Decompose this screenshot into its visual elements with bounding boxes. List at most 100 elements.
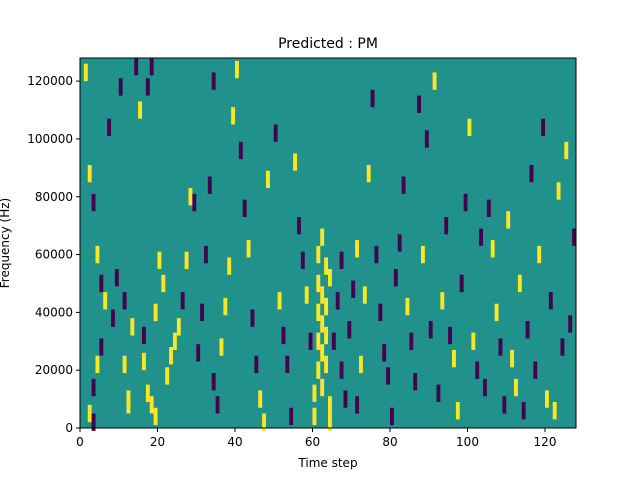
heatmap-cell bbox=[266, 171, 270, 188]
heatmap-cell bbox=[316, 275, 320, 292]
heatmap-cell bbox=[258, 390, 262, 407]
heatmap-cell bbox=[413, 373, 417, 390]
heatmap-cell bbox=[502, 396, 506, 413]
heatmap-cell bbox=[363, 286, 367, 303]
heatmap-cell bbox=[328, 269, 332, 286]
heatmap-cell bbox=[367, 165, 371, 182]
heatmap-cell bbox=[522, 402, 526, 419]
heatmap-cell bbox=[235, 61, 239, 78]
heatmap-cell bbox=[460, 275, 464, 292]
heatmap-cell bbox=[324, 356, 328, 373]
heatmap-cell bbox=[437, 385, 441, 402]
heatmap-cell bbox=[347, 321, 351, 338]
heatmap-cell bbox=[119, 78, 123, 95]
heatmap-cell bbox=[409, 333, 413, 350]
heatmap-cell bbox=[154, 304, 158, 321]
heatmap-cell bbox=[475, 362, 479, 379]
heatmap-cell bbox=[452, 350, 456, 367]
heatmap-cell bbox=[456, 402, 460, 419]
heatmap-cell bbox=[212, 72, 216, 89]
heatmap-cell bbox=[491, 240, 495, 257]
y-axis-ticks: 0 20000 40000 60000 80000 100000 120000 bbox=[27, 74, 80, 435]
heatmap-cell bbox=[375, 246, 379, 263]
heatmap-cell bbox=[510, 350, 514, 367]
heatmap-cell bbox=[425, 130, 429, 147]
heatmap-cell bbox=[316, 362, 320, 379]
x-tick-label: 120 bbox=[534, 435, 557, 449]
heatmap-cell bbox=[487, 200, 491, 217]
heatmap-cell bbox=[84, 64, 88, 81]
heatmap-cell bbox=[216, 396, 220, 413]
heatmap-cell bbox=[378, 304, 382, 321]
heatmap-cell bbox=[479, 229, 483, 246]
heatmap-cell bbox=[161, 275, 165, 292]
heatmap-cell bbox=[247, 240, 251, 257]
heatmap-cell bbox=[572, 229, 576, 246]
heatmap-cell bbox=[316, 246, 320, 263]
heatmap-cell bbox=[239, 142, 243, 159]
heatmap-cell bbox=[355, 240, 359, 257]
heatmap-cell bbox=[297, 217, 301, 234]
heatmap-cell bbox=[406, 298, 410, 315]
heatmap-cell bbox=[251, 309, 255, 326]
y-tick-label: 80000 bbox=[35, 190, 73, 204]
heatmap-cell bbox=[324, 298, 328, 315]
heatmap-cell bbox=[293, 153, 297, 170]
heatmap-cell bbox=[165, 367, 169, 384]
heatmap-cell bbox=[204, 246, 208, 263]
y-tick-label: 0 bbox=[65, 421, 73, 435]
heatmap-cell bbox=[568, 315, 572, 332]
heatmap-cell bbox=[514, 379, 518, 396]
heatmap-cell bbox=[471, 333, 475, 350]
heatmap-cell bbox=[208, 177, 212, 194]
heatmap-cell bbox=[99, 338, 103, 355]
heatmap-cell bbox=[344, 390, 348, 407]
heatmap-cell bbox=[285, 356, 289, 373]
heatmap-cell bbox=[150, 58, 154, 75]
heatmap-cell bbox=[448, 327, 452, 344]
x-tick-label: 40 bbox=[227, 435, 242, 449]
heatmap-cell bbox=[189, 188, 193, 205]
heatmap-cell bbox=[107, 119, 111, 136]
heatmap-cell bbox=[332, 333, 336, 350]
heatmap-cell bbox=[316, 333, 320, 350]
heatmap-cell bbox=[518, 275, 522, 292]
heatmap-cell bbox=[541, 119, 545, 136]
heatmap-cell bbox=[142, 353, 146, 370]
y-tick-label: 60000 bbox=[35, 248, 73, 262]
heatmap-cell bbox=[192, 194, 196, 211]
heatmap-cell bbox=[88, 165, 92, 182]
heatmap-cell bbox=[96, 246, 100, 263]
heatmap-cell bbox=[421, 246, 425, 263]
heatmap-cell bbox=[557, 182, 561, 199]
heatmap-cell bbox=[169, 347, 173, 364]
heatmap-cell bbox=[231, 107, 235, 124]
heatmap-cell bbox=[88, 405, 92, 422]
plot-area bbox=[80, 58, 576, 431]
heatmap-cell bbox=[138, 101, 142, 118]
heatmap-cell bbox=[402, 177, 406, 194]
heatmap-cell bbox=[429, 321, 433, 338]
heatmap-cell bbox=[561, 338, 565, 355]
heatmap-cell bbox=[444, 217, 448, 234]
heatmap-cell bbox=[99, 275, 103, 292]
heatmap-cell bbox=[328, 396, 332, 413]
heatmap-cell bbox=[181, 292, 185, 309]
heatmap-cell bbox=[185, 252, 189, 269]
x-axis-ticks: 0 20 40 60 80 100 120 bbox=[76, 428, 556, 449]
heatmap-cell bbox=[468, 119, 472, 136]
heatmap-cell bbox=[313, 385, 317, 402]
heatmap-cell bbox=[254, 356, 258, 373]
heatmap-cell bbox=[495, 304, 499, 321]
heatmap-cell bbox=[537, 246, 541, 263]
heatmap-cell bbox=[320, 286, 324, 303]
heatmap-cell bbox=[227, 257, 231, 274]
heatmap-cell bbox=[313, 408, 317, 425]
heatmap-cell bbox=[386, 367, 390, 384]
heatmap-cell bbox=[324, 327, 328, 344]
heatmap-cell bbox=[359, 356, 363, 373]
heatmap-cell bbox=[483, 379, 487, 396]
heatmap-cell bbox=[173, 333, 177, 350]
y-tick-label: 20000 bbox=[35, 363, 73, 377]
heatmap-cell bbox=[533, 362, 537, 379]
